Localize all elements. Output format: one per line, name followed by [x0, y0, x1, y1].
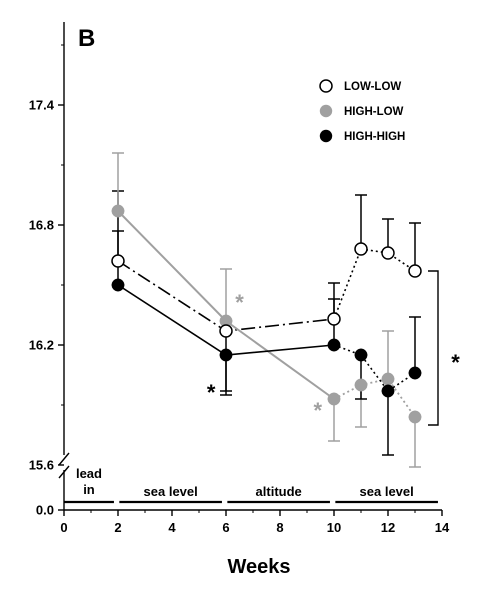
phase-bars: lead in sea level altitude sea level	[64, 466, 438, 504]
y-tick-label: 0.0	[36, 503, 54, 518]
phase-label: lead in	[76, 466, 102, 497]
data-point-high-high	[381, 384, 395, 398]
x-tick-label: 2	[114, 520, 121, 535]
data-point-high-high	[327, 338, 341, 352]
significance-star: *	[314, 398, 323, 423]
x-tick-label: 8	[276, 520, 283, 535]
legend-marker	[319, 79, 333, 93]
data-point-high-low	[354, 378, 368, 392]
x-tick-label: 0	[60, 520, 67, 535]
bracket-line	[428, 270, 439, 426]
data-point-high-low	[327, 392, 341, 406]
series-line-high-high	[333, 344, 416, 393]
legend-marker	[319, 129, 333, 143]
significance-star: *	[451, 350, 460, 375]
legend-label: HIGH-HIGH	[344, 131, 405, 143]
data-point-high-high	[408, 366, 422, 380]
x-tick-label: 6	[222, 520, 229, 535]
phase-label: sea level	[360, 484, 414, 499]
data-point-low-low	[381, 246, 395, 260]
data-point-low-low	[111, 254, 125, 268]
data-point-high-high	[111, 278, 125, 292]
significance-star: *	[235, 290, 244, 315]
y-tick-label: 17.4	[29, 98, 55, 113]
series-lines	[117, 210, 416, 418]
data-point-high-low	[408, 410, 422, 424]
phase-label: altitude	[256, 484, 302, 499]
legend-label: LOW-LOW	[344, 81, 401, 93]
x-axis-label: Weeks	[227, 556, 290, 578]
data-point-low-low	[354, 242, 368, 256]
data-point-low-low	[408, 264, 422, 278]
significance-markers: * * * *	[207, 290, 460, 423]
data-point-high-high	[354, 348, 368, 362]
data-markers	[111, 204, 422, 424]
legend-label: HIGH-LOW	[344, 106, 404, 118]
axis-break-mark	[58, 452, 70, 466]
legend: LOW-LOW HIGH-LOW HIGH-HIGH	[319, 79, 405, 143]
significance-star: *	[207, 380, 216, 405]
series-line-low-low	[333, 248, 416, 320]
significance-bracket	[428, 270, 439, 426]
x-tick-label: 12	[381, 520, 395, 535]
axis-break-mark	[58, 465, 70, 479]
phase-label: sea level	[144, 484, 198, 499]
panel-letter: B	[78, 25, 95, 52]
x-tick-label: 10	[327, 520, 341, 535]
y-tick-label: 15.6	[29, 458, 54, 473]
data-point-high-high	[219, 348, 233, 362]
legend-marker	[319, 104, 333, 118]
data-point-low-low	[219, 324, 233, 338]
error-bars	[112, 152, 421, 468]
y-tick-label: 16.2	[29, 338, 54, 353]
series-line-high-low	[333, 377, 416, 418]
phase-label-line: lead	[76, 466, 102, 481]
x-tick-label: 14	[435, 520, 450, 535]
data-point-low-low	[327, 312, 341, 326]
phase-label-line: in	[83, 482, 95, 497]
data-point-high-low	[111, 204, 125, 218]
data-point-high-low	[381, 372, 395, 386]
x-tick-label: 4	[168, 520, 176, 535]
y-tick-label: 16.8	[29, 218, 54, 233]
